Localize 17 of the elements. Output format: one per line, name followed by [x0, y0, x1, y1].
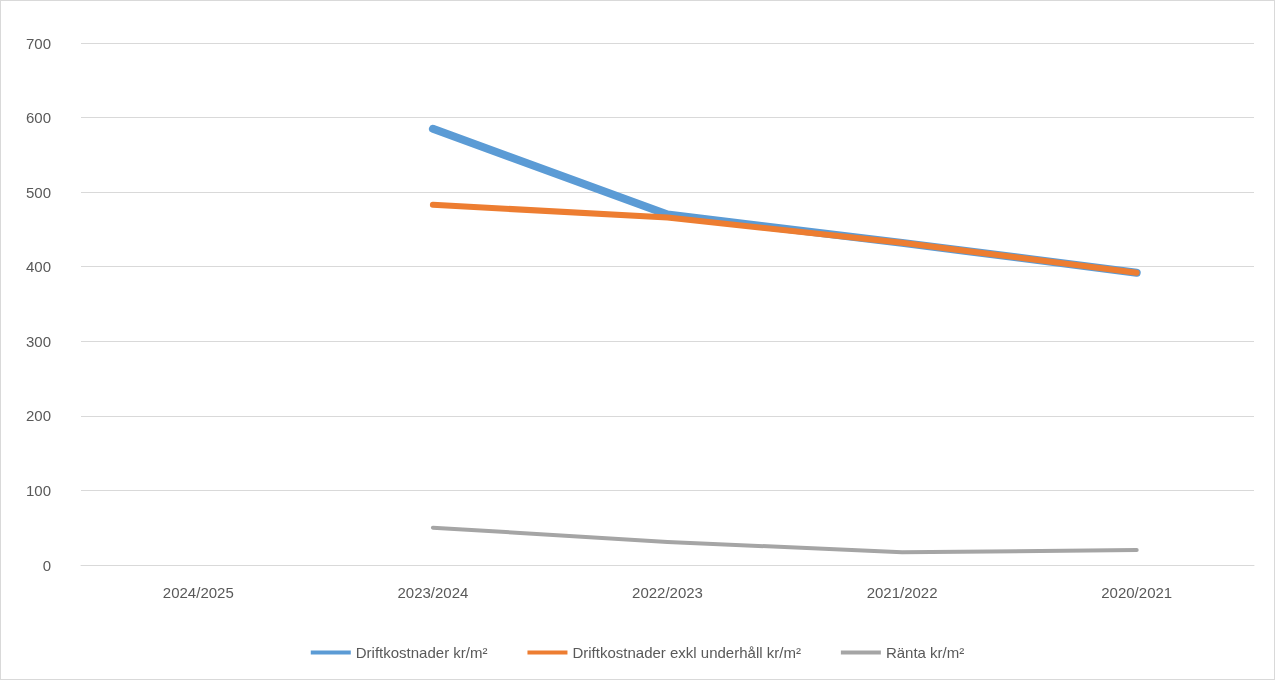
line-series	[430, 525, 1139, 555]
y-tick-label: 400	[25, 258, 51, 276]
legend-label: Driftkostnader kr/m²	[355, 644, 488, 661]
y-tick-label: 500	[25, 183, 51, 201]
x-tick-label: 2020/2021	[1101, 584, 1173, 601]
x-tick-label: 2023/2024	[397, 584, 469, 601]
y-tick-label: 200	[25, 407, 51, 425]
legend-label: Ränta kr/m²	[885, 644, 965, 661]
y-tick-label: 600	[25, 109, 51, 127]
legend-label: Driftkostnader exkl underhåll kr/m²	[572, 644, 801, 661]
x-tick-label: 2024/2025	[162, 584, 234, 601]
y-tick-label: 100	[25, 481, 51, 499]
y-tick-label: 0	[42, 556, 51, 574]
x-tick-label: 2021/2022	[866, 584, 938, 601]
x-tick-label: 2022/2023	[632, 584, 703, 601]
y-tick-label: 300	[25, 332, 51, 350]
y-tick-label: 700	[25, 34, 51, 52]
